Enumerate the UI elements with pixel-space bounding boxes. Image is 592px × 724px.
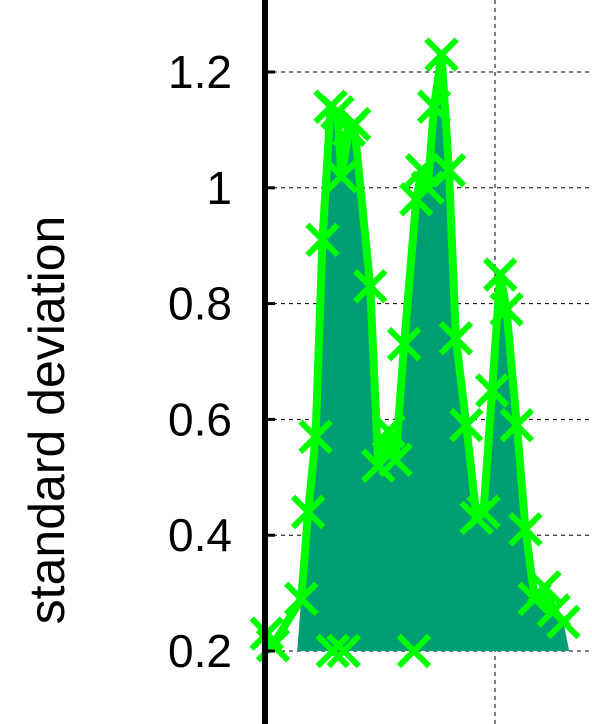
marker-stroke xyxy=(474,373,510,408)
marker-stroke xyxy=(336,106,372,142)
marker-stroke xyxy=(527,570,562,605)
marker-stroke xyxy=(320,95,355,130)
marker-stroke xyxy=(431,153,467,188)
data-point-marker xyxy=(466,494,501,530)
marker-stroke xyxy=(404,153,440,188)
data-point-marker xyxy=(438,321,474,356)
tick-label-layer: 0.2 0.4 0.6 0.8 1 1.2 xyxy=(168,46,232,677)
data-point-marker xyxy=(298,419,333,455)
y-axis-title: standard deviation xyxy=(19,216,75,625)
area-fill-layer xyxy=(297,54,570,651)
data-point-marker xyxy=(326,633,362,669)
data-point-marker xyxy=(396,633,432,669)
data-point-marker xyxy=(315,633,351,669)
marker-stroke xyxy=(449,407,484,443)
data-point-marker xyxy=(482,257,518,292)
marker-stroke xyxy=(352,268,388,304)
marker-stroke xyxy=(290,494,326,530)
area-fill xyxy=(297,54,570,651)
data-point-marker xyxy=(352,268,388,304)
data-point-marker xyxy=(527,570,562,605)
marker-stroke xyxy=(324,158,359,194)
axis-layer xyxy=(262,0,275,724)
marker-stroke xyxy=(378,442,413,478)
marker-stroke xyxy=(508,512,543,547)
data-point-marker xyxy=(283,581,319,617)
marker-stroke xyxy=(315,633,351,669)
data-point-marker xyxy=(546,604,581,640)
data-point-marker xyxy=(386,326,422,362)
marker-stroke xyxy=(438,321,474,356)
data-point-marker xyxy=(489,292,524,327)
y-tick-label: 1.2 xyxy=(168,46,232,98)
data-point-marker xyxy=(320,95,355,130)
marker-stroke xyxy=(386,326,422,362)
marker-stroke xyxy=(466,494,501,530)
data-point-marker xyxy=(324,158,359,194)
data-point-marker xyxy=(290,494,326,530)
data-point-marker xyxy=(305,222,340,258)
data-point-marker xyxy=(361,448,396,483)
data-point-marker xyxy=(431,153,467,188)
data-point-marker xyxy=(508,512,543,547)
y-tick-label: 0.2 xyxy=(168,625,232,677)
marker-stroke xyxy=(424,37,459,72)
marker-stroke xyxy=(396,633,432,669)
marker-stroke xyxy=(499,407,535,443)
y-tick-label: 0.4 xyxy=(168,509,232,561)
marker-stroke xyxy=(546,604,581,640)
data-point-marker xyxy=(449,407,484,443)
data-point-marker xyxy=(416,89,452,124)
data-point-marker xyxy=(371,413,406,449)
marker-stroke xyxy=(489,292,524,327)
y-tick-label: 1 xyxy=(206,162,232,214)
data-point-marker xyxy=(424,37,459,72)
data-point-marker xyxy=(474,373,510,408)
marker-stroke xyxy=(326,633,362,669)
data-point-marker xyxy=(499,407,535,443)
marker-stroke xyxy=(298,419,333,455)
data-point-marker xyxy=(378,442,413,478)
marker-stroke xyxy=(416,89,452,124)
marker-stroke xyxy=(283,581,319,617)
data-point-marker xyxy=(336,106,372,142)
y-tick-label: 0.8 xyxy=(168,278,232,330)
marker-stroke xyxy=(305,222,340,258)
marker-stroke xyxy=(482,257,518,292)
data-point-marker xyxy=(404,153,440,188)
marker-stroke xyxy=(371,413,406,449)
y-tick-label: 0.6 xyxy=(168,393,232,445)
marker-stroke xyxy=(361,448,396,483)
